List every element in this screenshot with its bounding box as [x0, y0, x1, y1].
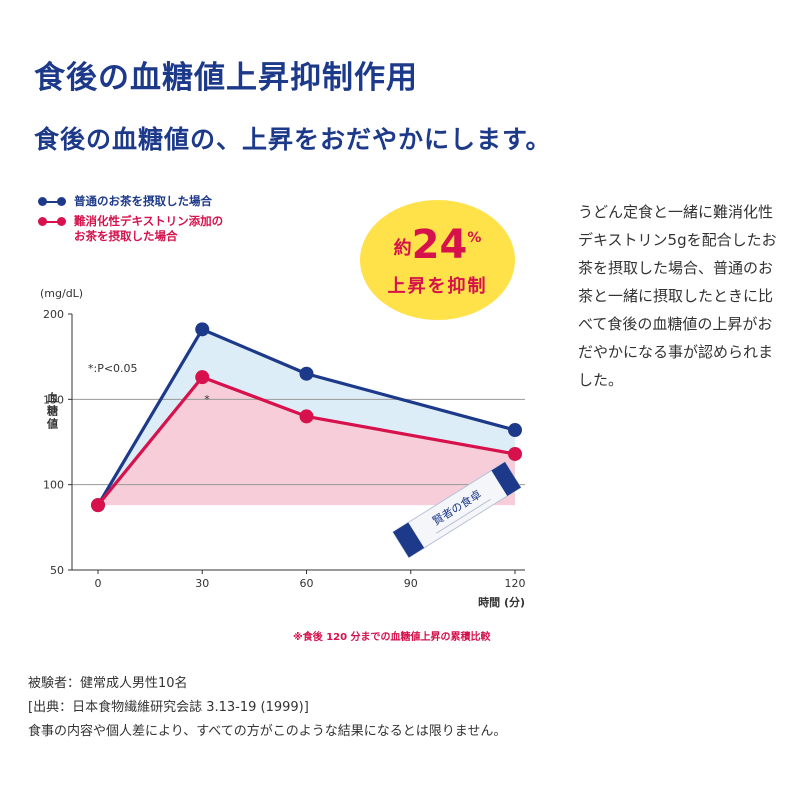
- y-tick-label-100: 100: [43, 479, 64, 492]
- page-subtitle: 食後の血糖値の、上昇をおだやかにします。: [34, 125, 552, 154]
- significance-annotation: *:P<0.05: [88, 362, 138, 375]
- x-axis-label: 時間 (分): [478, 595, 525, 609]
- chart-footnote: ※食後 120 分までの血糖値上昇の累積比較: [293, 632, 491, 643]
- footer-subjects: 被験者：健常成人男性10名: [28, 676, 188, 691]
- data-point-s0-x60: [299, 366, 314, 381]
- area-fill-series-1: [98, 377, 515, 506]
- data-point-s0-x30: [195, 322, 210, 337]
- badge-line1: 約24%: [360, 222, 515, 268]
- y-unit-label: (mg/dL): [40, 287, 83, 300]
- data-point-s1-x60: [299, 409, 314, 424]
- legend-item-dextrin-tea: 難消化性デキストリン添加の お茶を摂取した場合: [38, 214, 223, 244]
- y-tick-label-150: 150: [43, 393, 64, 406]
- data-point-s1-x30: [195, 370, 210, 385]
- x-tick-label-120: 120: [505, 577, 526, 590]
- legend-marker-blue: [38, 196, 66, 208]
- side-description: うどん定食と一緒に難消化性デキストリン5gを配合したお茶を摂取した場合、普通のお…: [578, 203, 777, 389]
- badge-line2: 上昇を抑制: [387, 276, 488, 297]
- badge-prefix: 約: [393, 238, 412, 259]
- data-point-s1-x0: [91, 498, 105, 513]
- x-tick-label-30: 30: [195, 577, 209, 590]
- x-tick-label-0: 0: [95, 577, 102, 590]
- legend-marker-red: [38, 216, 66, 228]
- data-point-s0-x120: [508, 423, 522, 438]
- footer-notes: 被験者：健常成人男性10名 [出典：日本食物繊維研究会誌 3.13-19 (19…: [28, 672, 506, 744]
- legend-label-dextrin-tea: 難消化性デキストリン添加の お茶を摂取した場合: [74, 214, 224, 243]
- footer-disclaimer: 食事の内容や個人差により、すべての方がこのような結果になるとは限りません。: [28, 724, 507, 739]
- y-tick-label-50: 50: [50, 564, 64, 577]
- significance-mark: *: [204, 393, 210, 406]
- x-tick-label-90: 90: [404, 577, 418, 590]
- chart-legend: 普通のお茶を摂取した場合 難消化性デキストリン添加の お茶を摂取した場合: [38, 194, 223, 249]
- data-point-s1-x120: [508, 446, 522, 461]
- series-line-1: [96, 375, 516, 507]
- product-stick-cap-right: [491, 462, 521, 496]
- y-axis-label: 血糖値: [46, 391, 60, 431]
- badge-percent-sign: %: [467, 230, 482, 246]
- y-tick-label-200: 200: [43, 308, 64, 321]
- badge-percent: 24: [411, 222, 468, 268]
- reduction-badge: 約24% 上昇を抑制: [360, 200, 515, 320]
- product-stick-cap-left: [393, 522, 425, 558]
- series-line-0: [96, 327, 516, 506]
- legend-item-normal-tea: 普通のお茶を摂取した場合: [38, 194, 223, 209]
- product-stick-fineprint: [435, 498, 491, 534]
- page-title: 食後の血糖値上昇抑制作用: [34, 60, 418, 96]
- footer-source: [出典：日本食物繊維研究会誌 3.13-19 (1999)]: [28, 700, 309, 715]
- x-tick-label-60: 60: [300, 577, 314, 590]
- legend-label-normal-tea: 普通のお茶を摂取した場合: [74, 194, 212, 208]
